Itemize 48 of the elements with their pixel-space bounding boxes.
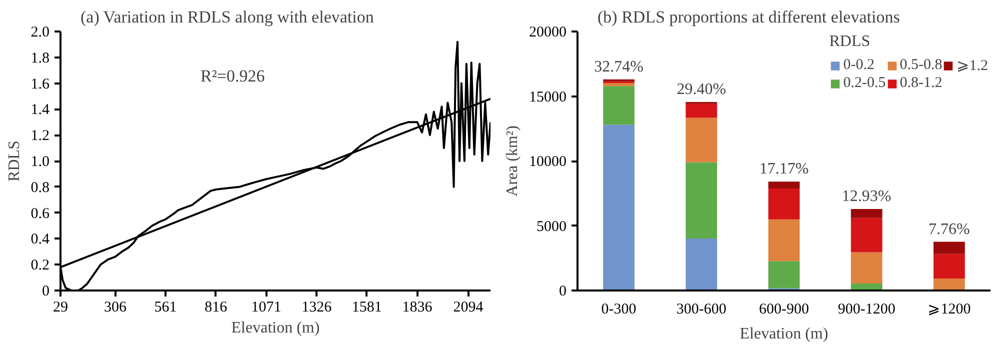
annotation: 7.76% (928, 220, 970, 238)
x-tick-label: 306 (104, 300, 127, 316)
y-axis-title: Area (km²) (504, 126, 521, 196)
chart-title: (b) RDLS proportions at different elevations (598, 8, 900, 26)
y-axis-title: RDLS (6, 140, 23, 182)
y-tick-label: 0 (42, 284, 50, 300)
x-tick-label: 1581 (352, 300, 382, 316)
x-tick-label: 300-600 (676, 302, 726, 318)
y-tick-label: 1.0 (30, 154, 50, 170)
y-tick-label: 0 (559, 284, 566, 300)
y-tick-label: 1.6 (30, 76, 50, 92)
x-tick-label: 29 (53, 300, 68, 316)
y-tick-label: 5000 (536, 218, 566, 235)
legend-label: 0.5-0.8 (900, 57, 942, 74)
x-tick-label: 816 (204, 300, 228, 316)
y-tick-label: 1.4 (30, 102, 50, 118)
annotation: 29.40% (676, 80, 726, 98)
x-axis-title: Elevation (m) (740, 326, 828, 342)
y-tick-label: 0.8 (30, 180, 50, 196)
x-tick-label: 900-1200 (838, 302, 896, 318)
x-axis-title: Elevation (m) (231, 320, 320, 336)
y-tick-label: 0.6 (30, 206, 50, 222)
legend-label: 0-0.2 (843, 57, 874, 74)
x-tick-label: 0-300 (601, 302, 636, 318)
y-tick-label: 20000 (529, 24, 566, 40)
y-tick-label: 0.4 (30, 232, 50, 248)
x-tick-label: 600-900 (759, 302, 809, 318)
y-tick-label: 2.0 (30, 24, 50, 40)
annotation: 17.17% (759, 160, 809, 178)
x-tick-label: 2094 (453, 300, 484, 316)
x-tick-label: 561 (154, 300, 177, 316)
y-tick-label: 10000 (529, 154, 566, 170)
y-tick-label: 1.8 (30, 50, 50, 66)
x-tick-label: 1071 (251, 300, 282, 316)
x-tick-label: ⩾1200 (928, 302, 971, 318)
legend-label: 0.2-0.5 (843, 75, 886, 92)
x-tick-label: 1836 (402, 300, 433, 316)
y-tick-label: 1.2 (30, 128, 50, 144)
legend-title: RDLS (829, 33, 872, 51)
annotation: 32.74% (594, 58, 644, 76)
y-tick-label: 0.2 (30, 258, 50, 274)
annotation: R²=0.926 (200, 66, 265, 86)
legend-label: ⩾1.2 (956, 57, 988, 75)
legend-label: 0.8-1.2 (900, 75, 942, 92)
x-tick-label: 1326 (302, 300, 332, 316)
chart-title: (a) Variation in RDLS along with elevation (80, 8, 374, 26)
annotation: 12.93% (842, 188, 892, 206)
y-tick-label: 15000 (529, 89, 566, 106)
